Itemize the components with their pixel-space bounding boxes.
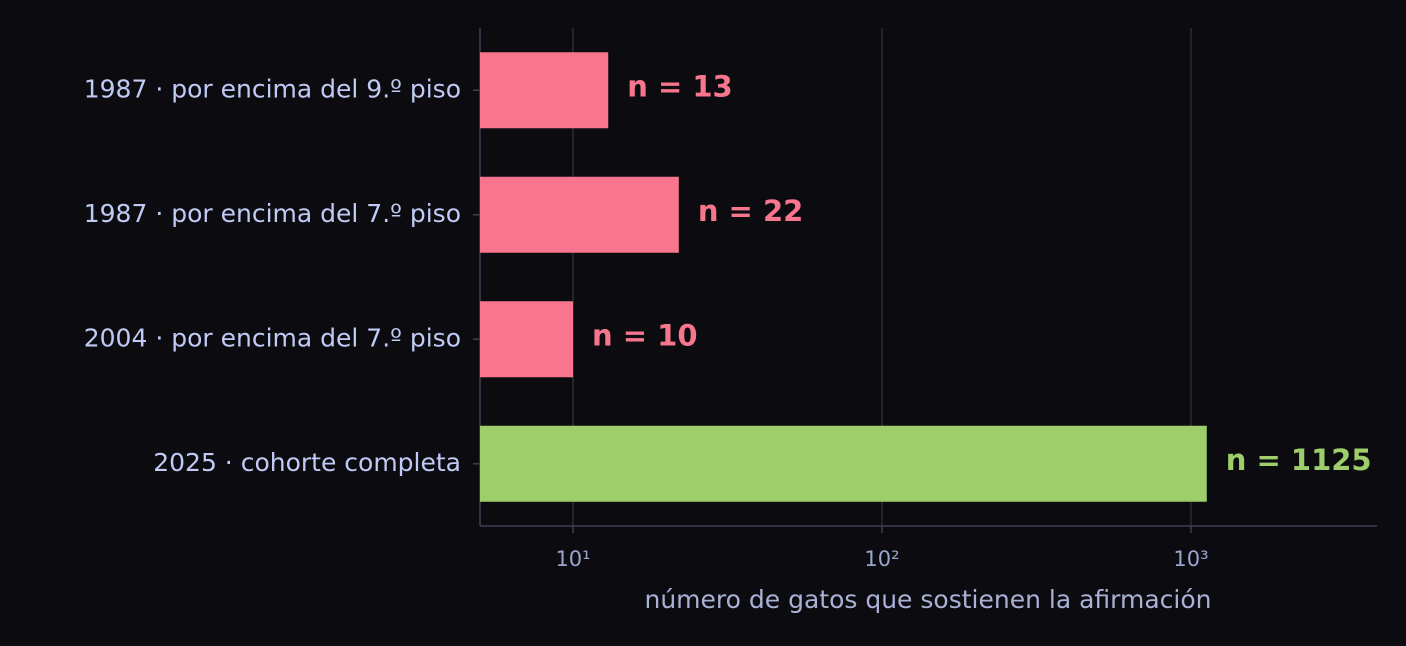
value-label: n = 1125 [1226,443,1372,477]
x-axis-label: número de gatos que sostienen la afirmac… [644,585,1211,614]
y-tick-label: 1987 · por encima del 7.º piso [84,199,461,228]
bar [480,52,609,129]
y-tick-label: 1987 · por encima del 9.º piso [84,74,461,103]
y-tick-label: 2004 · por encima del 7.º piso [84,323,461,352]
value-label: n = 10 [592,318,698,352]
x-tick-label: 10¹ [555,547,590,571]
y-tick-label: 2025 · cohorte completa [153,448,461,477]
bar [480,425,1207,502]
x-tick-label: 10³ [1173,547,1208,571]
x-tick-label: 10² [864,547,899,571]
value-label: n = 22 [698,194,804,228]
bar [480,176,679,253]
value-label: n = 13 [627,69,733,103]
bar [480,301,574,378]
